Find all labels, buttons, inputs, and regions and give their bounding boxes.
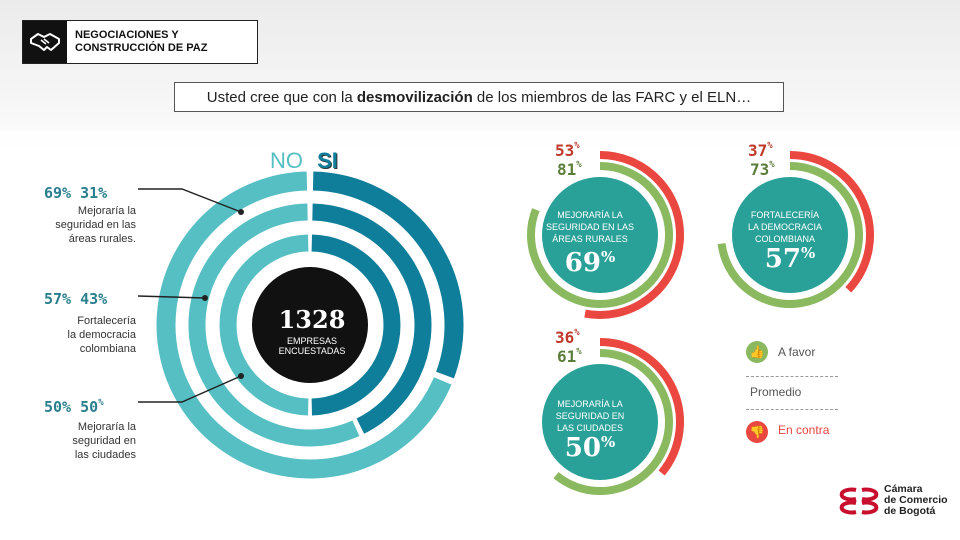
handshake-icon (23, 21, 67, 63)
donut-center-disc (252, 267, 368, 383)
legend-divider-2 (746, 409, 838, 410)
gauge-rural-avg: 81% (557, 160, 582, 179)
gauge-2-favor-arc (599, 338, 684, 476)
demo-si-pct: 43% (80, 290, 108, 308)
leader-dot-ciudades (238, 373, 244, 379)
respondents-label-1: EMPRESAS (286, 336, 337, 346)
demo-no-pct: 57% (44, 290, 72, 308)
gauge-democracia (717, 151, 874, 308)
democracia-desc: Fortalecería la democracia colombiana (67, 315, 136, 355)
donut-si-ring-1 (312, 203, 432, 434)
legend-contra: En contra (778, 423, 830, 437)
rural-si-pct: 31% (80, 184, 108, 202)
gauge-rural-favor: 53% (555, 141, 580, 160)
donut-si-ring-2 (311, 234, 401, 416)
legend-favor: A favor (778, 345, 816, 359)
ccb-logo-text: Cámara de Comercio de Bogotá (884, 483, 948, 517)
thumbs-down-icon: 👎 (746, 421, 768, 443)
gauge-ciudades-label: MEJORARÍA LA SEGURIDAD EN LAS CIUDADES (555, 399, 625, 433)
leader-dot-rural (238, 209, 244, 215)
gauge-0-favor-arc (584, 151, 685, 319)
gauge-democracia-avg: 73% (750, 160, 775, 179)
respondents-label-2: ENCUESTADAS (278, 346, 346, 356)
gauge-ciudades-favor: 36% (555, 328, 580, 347)
gauge-ciudades-big: 50% (564, 433, 616, 463)
city-no-pct: 50% (44, 398, 72, 416)
donut-no-ring-0 (156, 171, 452, 479)
gauge-1-disc (732, 177, 848, 293)
leader-line-ciudades (138, 375, 242, 403)
city-si-pct: 50 (80, 398, 99, 416)
section-badge: NEGOCIACIONES Y CONSTRUCCIÓN DE PAZ (22, 20, 258, 64)
gauge-2-disc (542, 364, 658, 480)
leader-line-rural (138, 188, 242, 213)
label-ciudades: 50% 50% (44, 398, 104, 416)
legend-avg: Promedio (750, 385, 802, 399)
donut-no-ring-2 (219, 234, 309, 416)
leader-dot-democracia (202, 295, 208, 301)
question-box: Usted cree que con la desmovilización de… (174, 82, 784, 112)
legend-divider-1 (746, 376, 838, 377)
donut-si-ring-0 (312, 171, 464, 379)
label-rural: 69% 31% (44, 184, 107, 202)
rural-desc: Mejoraría la seguridad en las áreas rurale… (55, 205, 136, 245)
gauge-democracia-label: FORTALECERÍA LA DEMOCRACIA COLOMBIANA (747, 210, 823, 244)
city-si-sup: % (98, 398, 104, 408)
gauge-2-avg-arc (553, 349, 673, 495)
gauge-1-avg-arc (717, 162, 863, 308)
no-label: NO (270, 148, 303, 173)
section-title: NEGOCIACIONES Y CONSTRUCCIÓN DE PAZ (75, 29, 208, 54)
no-si-title: NO SI (270, 148, 338, 174)
gauge-0-avg-arc (527, 162, 673, 308)
thumbs-up-icon: 👍 (746, 341, 768, 363)
ccb-logo-icon (839, 487, 879, 515)
gauge-ciudades-avg: 61% (557, 347, 582, 366)
respondents-count: 1328 (278, 305, 346, 334)
concentric-donut-chart (156, 171, 464, 479)
rural-no-pct: 69% (44, 184, 72, 202)
donut-no-ring-1 (188, 203, 360, 447)
si-label: SI (317, 148, 338, 173)
gauge-ciudades (542, 338, 684, 495)
gauge-rural-big: 69% (564, 248, 616, 278)
gauge-rural (527, 151, 685, 319)
label-democracia: 57% 43% (44, 290, 107, 308)
leader-line-democracia (137, 295, 206, 299)
donut-center: 1328 EMPRESAS ENCUESTADAS (262, 305, 362, 356)
gauge-0-disc (542, 177, 658, 293)
gauge-1-favor-arc (789, 151, 874, 293)
gauge-rural-label: MEJORARÍA LA SEGURIDAD EN LAS ÁREAS RURALE… (545, 210, 635, 244)
ciudades-desc: Mejoraría la seguridad en las ciudades (72, 421, 136, 461)
gauge-democracia-favor: 37% (748, 141, 773, 160)
gauge-democracia-big: 57% (764, 244, 816, 274)
